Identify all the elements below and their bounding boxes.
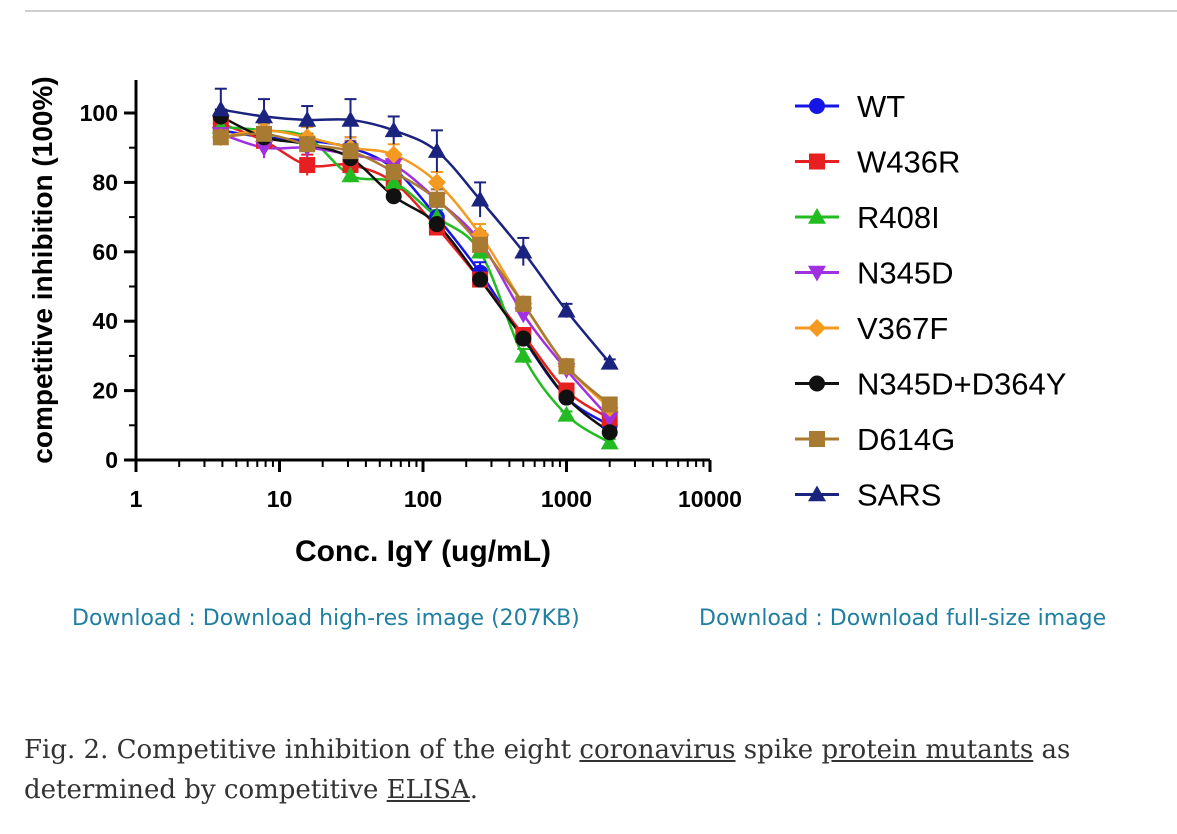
data-point <box>515 330 532 347</box>
legend-label: SARS <box>857 478 941 513</box>
data-point <box>558 358 575 375</box>
data-point <box>384 173 403 190</box>
download-highres-link[interactable]: Download : Download high-res image (207K… <box>72 606 580 631</box>
chart-axes: 0 20 40 60 80 100 1 10 100 1000 10000 Conc. IgY (ug… <box>27 76 742 568</box>
caption-text: . <box>469 775 479 805</box>
data-point <box>385 163 402 180</box>
data-point <box>212 129 229 146</box>
series-curve <box>220 125 611 444</box>
chart-markers <box>211 100 619 450</box>
data-point <box>255 140 274 157</box>
data-point <box>255 107 274 124</box>
download-links: Download : Download high-res image (207K… <box>0 606 1177 642</box>
x-tick-label: 10 <box>267 486 293 512</box>
data-point <box>557 301 576 318</box>
chart-curves <box>220 108 611 444</box>
legend-label: R408I <box>857 200 940 235</box>
data-point <box>428 191 445 208</box>
legend-marker <box>808 485 826 502</box>
y-tick-label: 20 <box>92 378 118 404</box>
data-point <box>211 100 230 117</box>
data-point <box>427 173 446 192</box>
data-point <box>601 396 618 413</box>
caption-link-coronavirus[interactable]: coronavirus <box>579 735 736 765</box>
data-point <box>515 295 532 312</box>
data-point <box>600 353 619 370</box>
top-divider <box>25 10 1177 12</box>
caption-text: as determined by competitive <box>24 735 1071 805</box>
data-point <box>384 145 403 164</box>
y-axis-title: competitive inhibition (100%) <box>27 76 58 463</box>
data-point <box>385 188 402 205</box>
y-tick-label: 40 <box>92 308 118 334</box>
series-curve <box>220 129 611 409</box>
data-point <box>341 110 360 127</box>
x-tick-label: 1000 <box>541 486 592 512</box>
x-tick-label: 1 <box>130 486 143 512</box>
data-point <box>472 271 489 288</box>
legend-label: V367F <box>857 311 948 346</box>
figure-caption: Fig. 2. Competitive inhibition of the ei… <box>24 730 1154 810</box>
y-tick-label: 0 <box>105 447 118 473</box>
data-point <box>558 389 575 406</box>
data-point <box>427 142 446 158</box>
y-tick-label: 60 <box>92 239 118 265</box>
legend-marker <box>809 375 825 392</box>
x-axis-title: Conc. IgY (ug/mL) <box>295 535 551 568</box>
data-point <box>514 242 533 259</box>
download-fullsize-link[interactable]: Download : Download full-size image <box>699 606 1107 631</box>
data-point <box>471 190 490 207</box>
data-point <box>256 125 273 142</box>
chart-error-bars <box>214 87 616 447</box>
series-curve <box>220 132 611 420</box>
legend-marker <box>808 319 826 337</box>
legend-label: N345D+D364Y <box>857 367 1066 402</box>
data-point <box>600 433 619 450</box>
data-point <box>601 424 618 441</box>
caption-link-elisa[interactable]: ELISA <box>386 775 470 805</box>
data-point <box>341 166 360 183</box>
y-tick-label: 100 <box>80 100 118 126</box>
legend-marker <box>809 431 825 447</box>
legend-marker <box>809 98 825 114</box>
x-tick-label: 100 <box>404 486 442 512</box>
data-point <box>384 121 403 138</box>
data-point <box>299 136 316 153</box>
caption-text: Fig. 2. Competitive inhibition of the ei… <box>24 735 580 765</box>
y-tick-label: 80 <box>92 169 118 195</box>
series-curve <box>220 132 611 406</box>
legend-marker <box>809 153 825 170</box>
data-point <box>472 236 489 253</box>
legend-label: WT <box>857 89 905 124</box>
data-point <box>600 411 619 428</box>
series-curve <box>220 115 611 434</box>
data-point <box>557 405 576 422</box>
series-curve <box>220 108 611 364</box>
series-curve <box>220 129 611 427</box>
data-point <box>299 157 316 174</box>
data-point <box>298 110 317 127</box>
legend-label: D614G <box>857 422 955 457</box>
chart-legend: WT W436R R408I N345D V367F N345D+D364Y D614G SA… <box>795 89 1066 513</box>
legend-marker <box>808 265 826 282</box>
inhibition-chart: 0 20 40 60 80 100 1 10 100 1000 10000 Conc. IgY (ug… <box>27 76 1066 568</box>
legend-label: N345D <box>857 256 954 291</box>
series-curve <box>220 122 611 420</box>
data-point <box>428 216 445 233</box>
x-tick-label: 10000 <box>678 486 742 512</box>
legend-marker <box>808 208 826 224</box>
caption-text: spike <box>735 735 822 765</box>
caption-link-protein-mutants[interactable]: protein mutants <box>821 735 1034 765</box>
data-point <box>514 346 533 363</box>
legend-label: W436R <box>857 145 960 180</box>
data-point <box>342 143 359 160</box>
